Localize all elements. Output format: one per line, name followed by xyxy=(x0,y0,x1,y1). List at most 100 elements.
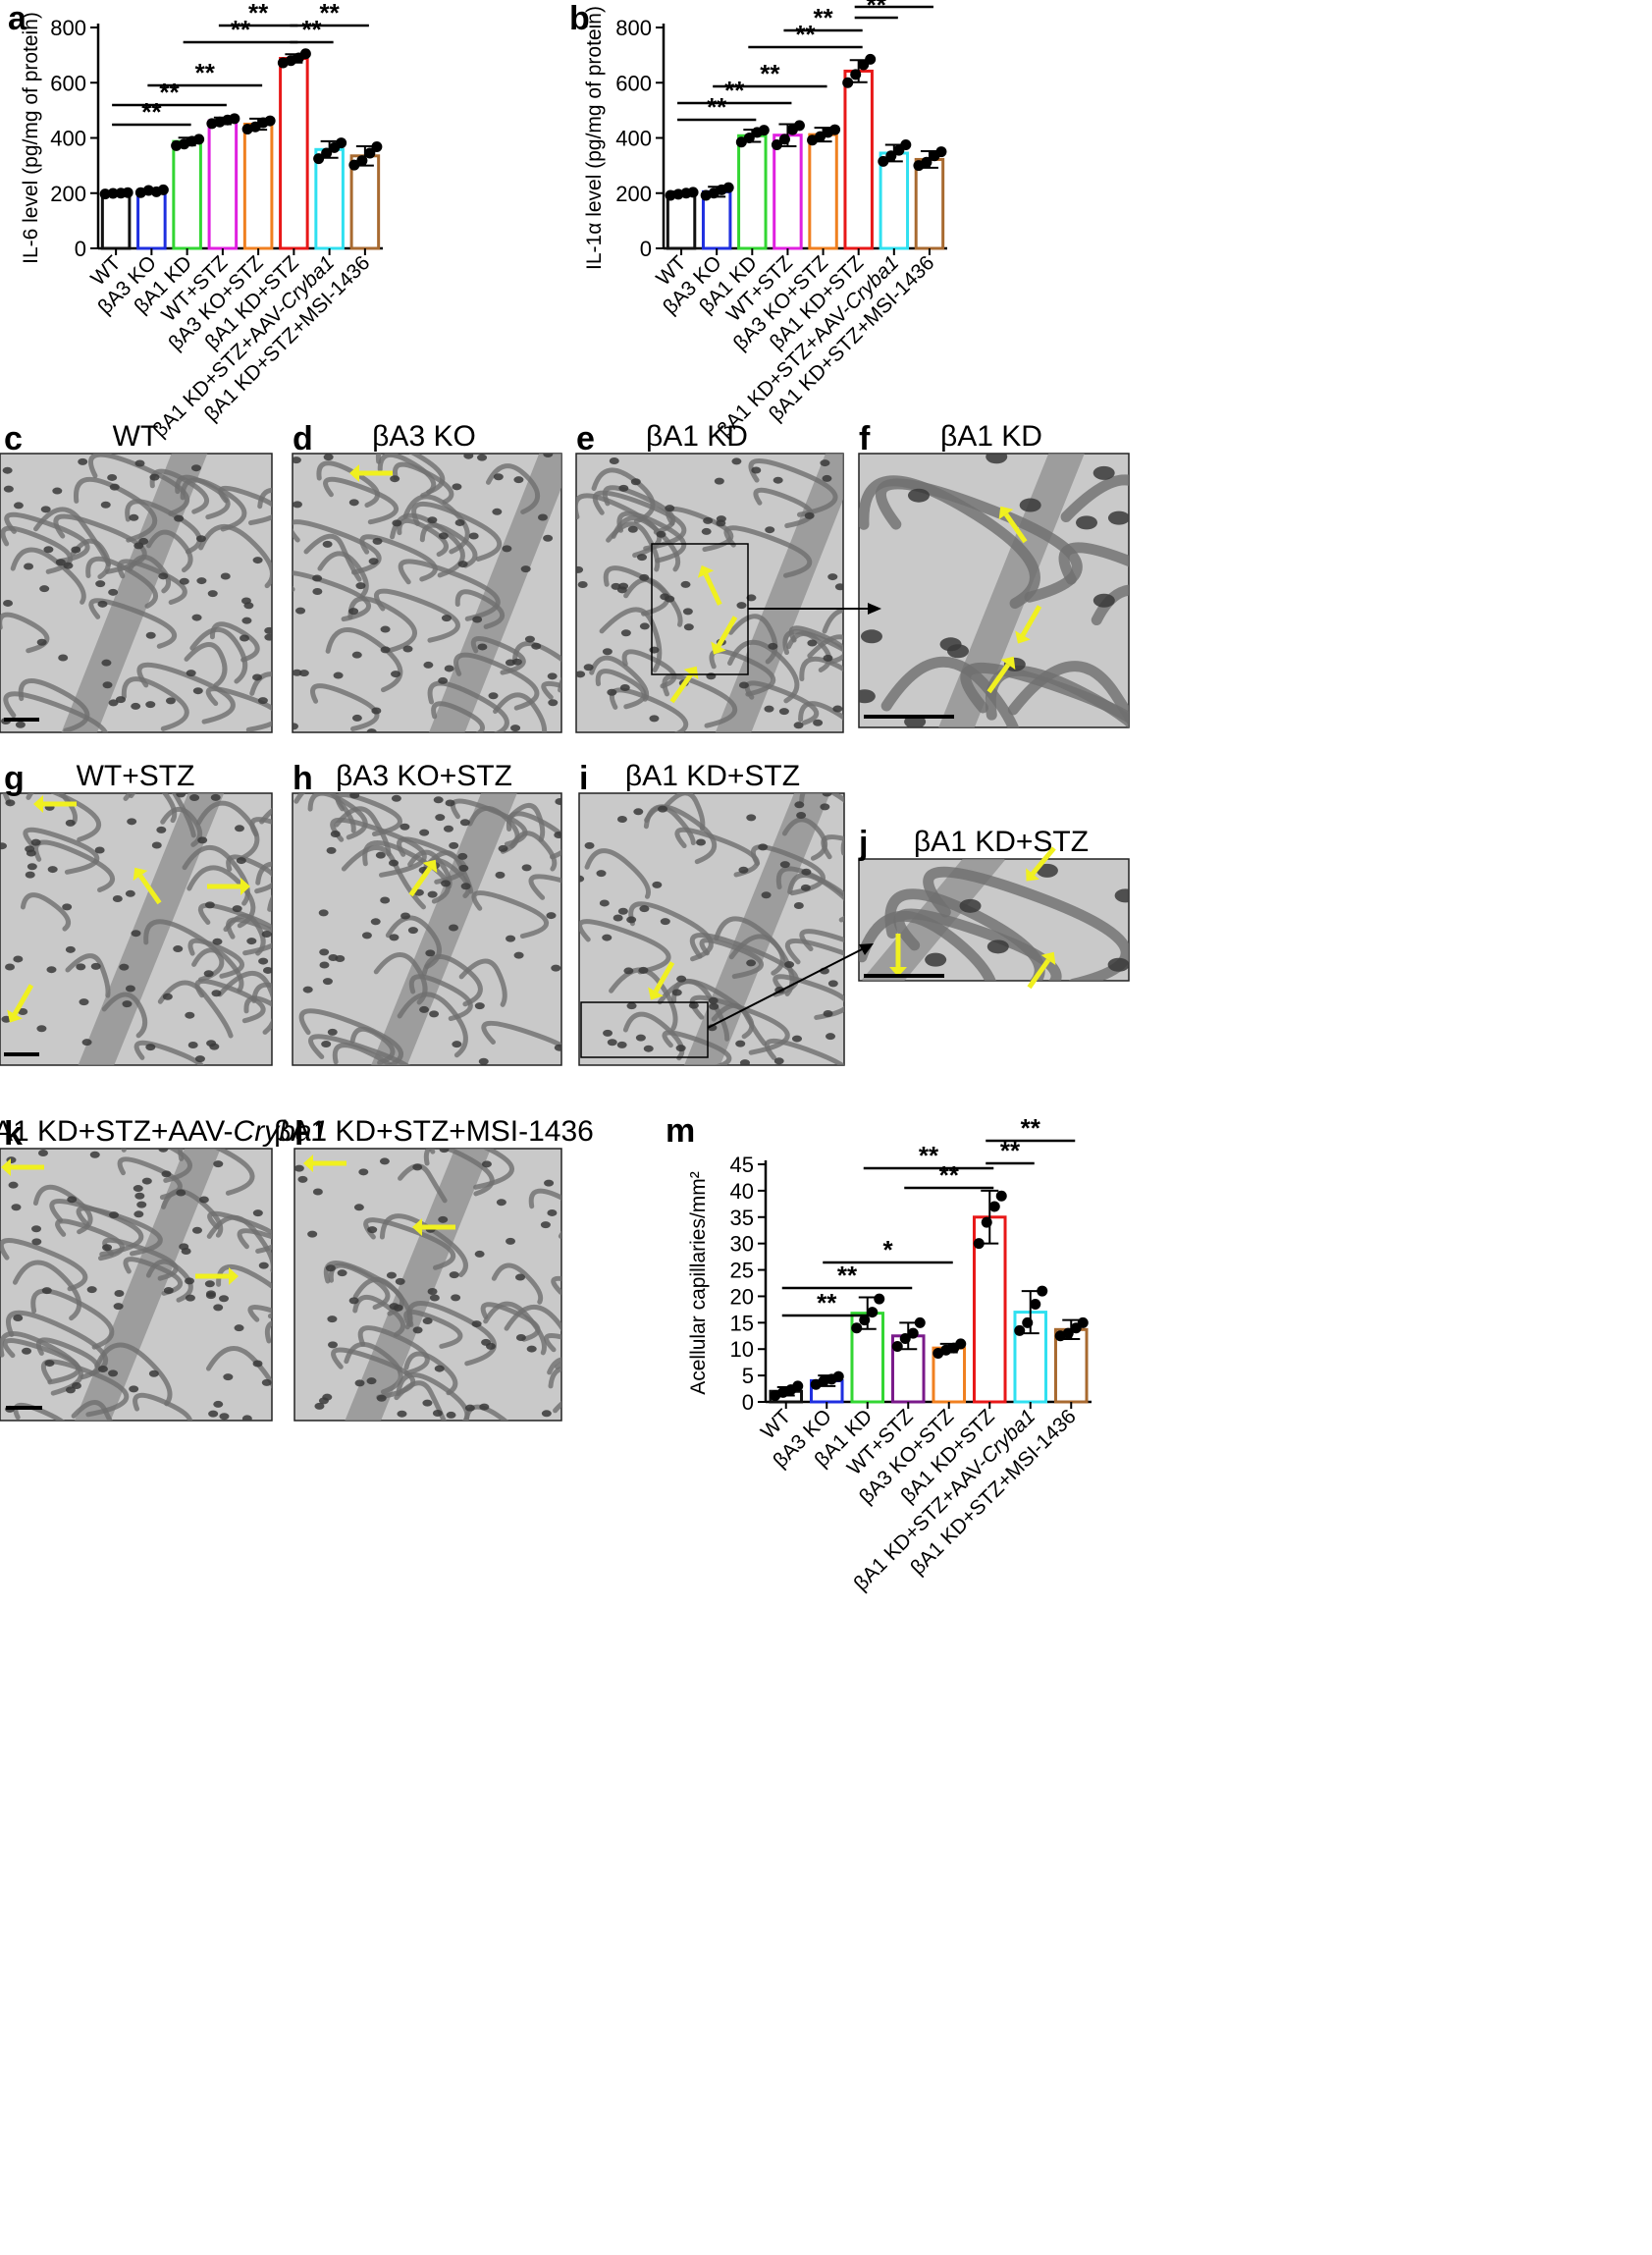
arrow-marker xyxy=(716,616,738,648)
nucleus xyxy=(820,459,830,467)
capillary xyxy=(662,1030,732,1065)
nucleus xyxy=(602,934,613,941)
capillary xyxy=(226,854,272,894)
nucleus xyxy=(488,692,499,700)
nucleus xyxy=(243,602,254,610)
significance-label: ** xyxy=(884,0,905,9)
capillary xyxy=(359,534,438,582)
nucleus xyxy=(18,1008,28,1016)
data-point xyxy=(955,1338,967,1350)
nucleus xyxy=(63,562,74,569)
data-point xyxy=(874,1293,885,1305)
nucleus xyxy=(102,681,113,689)
capillary xyxy=(821,834,844,860)
nucleus xyxy=(122,1000,133,1008)
capillary xyxy=(70,538,111,579)
capillary xyxy=(2,793,101,842)
capillary xyxy=(750,844,826,896)
capillary xyxy=(264,1320,272,1344)
nucleus xyxy=(40,506,51,513)
nucleus xyxy=(179,577,189,585)
nucleus xyxy=(477,643,488,651)
nucleus xyxy=(739,1059,750,1065)
data-point xyxy=(829,124,841,135)
nucleus xyxy=(623,967,634,975)
nucleus xyxy=(660,918,670,926)
capillary xyxy=(504,1304,561,1369)
y-tick-label: 0 xyxy=(640,237,652,261)
nucleus xyxy=(97,600,108,608)
y-tick-label: 400 xyxy=(50,127,86,151)
y-tick-label: 15 xyxy=(730,1311,754,1335)
capillary xyxy=(544,1333,561,1353)
bar xyxy=(879,151,910,250)
nucleus xyxy=(71,1382,81,1390)
nucleus xyxy=(618,582,629,590)
nucleus xyxy=(95,580,106,588)
capillary xyxy=(773,974,844,1020)
nucleus xyxy=(293,669,302,676)
data-point xyxy=(743,133,755,143)
nucleus xyxy=(635,1034,646,1042)
capillary xyxy=(1060,474,1129,523)
nucleus xyxy=(796,811,807,819)
nucleus xyxy=(746,959,757,967)
capillary xyxy=(71,1400,113,1421)
inset-connector-head-e xyxy=(868,603,881,615)
capillary xyxy=(209,621,260,663)
nucleus xyxy=(649,715,660,723)
nucleus xyxy=(400,823,410,831)
nucleus xyxy=(454,518,465,526)
nucleus xyxy=(596,870,607,878)
arrow-head xyxy=(889,967,907,977)
capillary xyxy=(205,686,272,732)
nucleus xyxy=(90,962,101,970)
panel-letter: g xyxy=(4,760,25,797)
nucleus xyxy=(319,948,330,956)
nucleus xyxy=(400,912,411,920)
nucleus xyxy=(351,651,362,659)
nucleus xyxy=(463,454,474,459)
nucleus xyxy=(746,594,757,602)
nucleus xyxy=(397,1410,407,1418)
nucleus xyxy=(375,851,386,859)
nucleus xyxy=(204,1280,215,1288)
nucleus xyxy=(479,1403,490,1411)
capillary xyxy=(194,978,266,1024)
nucleus xyxy=(520,565,531,573)
data-point xyxy=(859,1315,871,1326)
nucleus xyxy=(252,557,263,564)
capillary xyxy=(579,919,671,975)
capillary xyxy=(511,641,561,664)
arrow-head xyxy=(303,1154,313,1172)
y-tick-label: 0 xyxy=(742,1390,754,1415)
nucleus xyxy=(531,642,542,650)
nucleus xyxy=(986,454,1008,464)
capillary xyxy=(727,639,800,704)
nucleus xyxy=(457,852,468,860)
capillary xyxy=(528,1188,561,1209)
data-point xyxy=(193,134,205,145)
nucleus xyxy=(81,1039,92,1047)
nucleus xyxy=(626,916,637,924)
nucleus xyxy=(335,954,346,962)
nucleus xyxy=(241,617,252,624)
significance-label: ** xyxy=(837,1261,858,1290)
nucleus xyxy=(3,599,14,607)
y-tick-label: 0 xyxy=(75,237,86,261)
capillary xyxy=(0,1238,88,1292)
nucleus xyxy=(481,1160,492,1168)
nucleus xyxy=(422,1317,433,1325)
significance-label: ** xyxy=(919,1141,939,1170)
nucleus xyxy=(0,842,7,850)
nucleus xyxy=(784,961,795,969)
nucleus xyxy=(107,473,118,481)
nucleus xyxy=(449,924,459,932)
capillary xyxy=(470,636,526,675)
nucleus xyxy=(212,938,223,945)
nucleus xyxy=(386,1271,397,1279)
nucleus xyxy=(297,1175,308,1183)
nucleus xyxy=(627,525,638,533)
